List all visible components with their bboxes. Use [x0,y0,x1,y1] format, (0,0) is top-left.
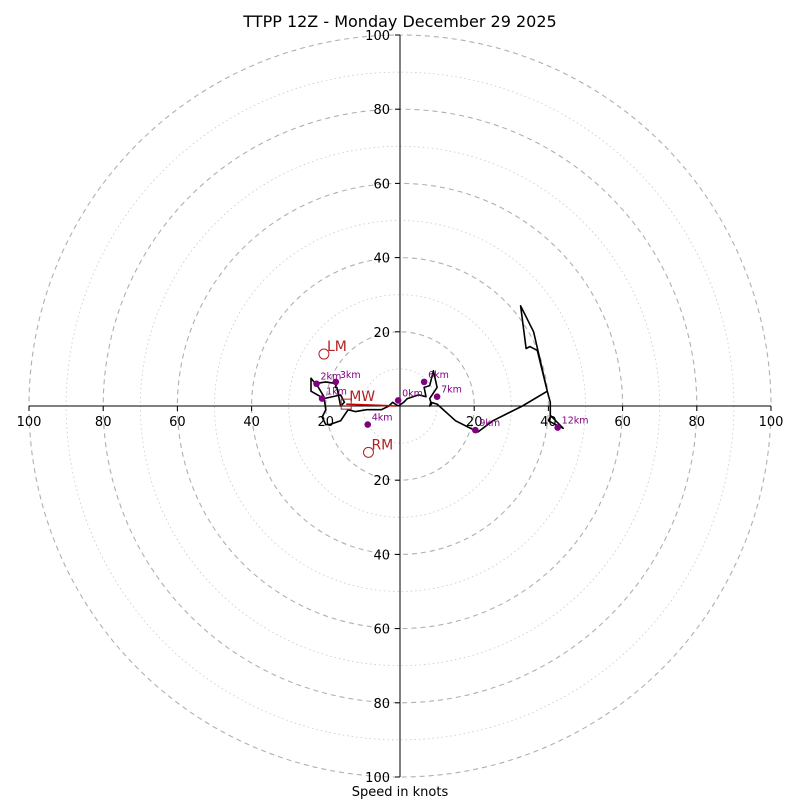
x-tick-label: 20 [318,415,335,430]
height-label-2km: 2km [321,372,342,383]
height-marker-9km [472,426,479,434]
y-tick-label: 80 [373,697,390,712]
storm-label-MW: MW [349,389,375,405]
y-tick-label: 100 [365,29,390,44]
y-tick-label: 60 [373,177,390,192]
x-tick-label: 40 [540,415,557,430]
x-axis-label: Speed in knots [352,785,449,800]
storm-label-LM: LM [327,339,347,355]
x-tick-label: 100 [759,415,784,430]
y-tick-label: 20 [373,474,390,489]
x-tick-label: 40 [243,415,260,430]
y-tick-label: 100 [365,771,390,786]
height-marker-2km [313,380,320,388]
hodograph-line-1 [397,305,564,433]
storm-marker-MW [340,398,352,410]
chart-title: TTPP 12Z - Monday December 29 2025 [242,12,556,31]
x-tick-label: 60 [169,415,186,430]
height-label-4km: 4km [372,413,393,424]
height-marker-4km [364,421,372,428]
x-tick-label: 20 [466,415,483,430]
height-label-6km: 6km [428,370,449,381]
height-label-1km: 1km [326,387,347,398]
tick-labels: 100 80 60 40 20 20 40 60 80 100 100 80 60 40 20 20 40 60 8… [17,29,784,786]
x-tick-label: 80 [95,415,112,430]
height-marker-0km [394,397,402,404]
axes [29,35,771,777]
y-tick-label: 80 [373,103,390,118]
height-marker-1km [318,395,326,402]
y-tick-label: 40 [373,252,390,267]
height-marker-6km [420,378,428,386]
height-label-12km: 12km [562,416,589,427]
height-label-7km: 7km [441,385,462,396]
y-tick-label: 20 [373,326,390,341]
y-tick-label: 60 [373,623,390,638]
height-label-0km: 0km [402,388,423,399]
storm-motion-markers: LM MW RM [318,339,393,458]
storm-marker-LM [318,348,330,360]
storm-marker-RM [362,446,374,458]
height-label-3km: 3km [340,370,361,381]
storm-label-RM: RM [371,437,393,453]
height-marker-12km [554,424,561,431]
storm-motion-line [346,403,397,407]
y-tick-label: 40 [373,548,390,563]
x-tick-label: 100 [17,415,42,430]
height-marker-7km [433,393,441,401]
height-label-9km: 9km [479,418,500,429]
x-tick-label: 60 [614,415,631,430]
height-marker-3km [332,378,340,386]
x-tick-label: 80 [689,415,706,430]
